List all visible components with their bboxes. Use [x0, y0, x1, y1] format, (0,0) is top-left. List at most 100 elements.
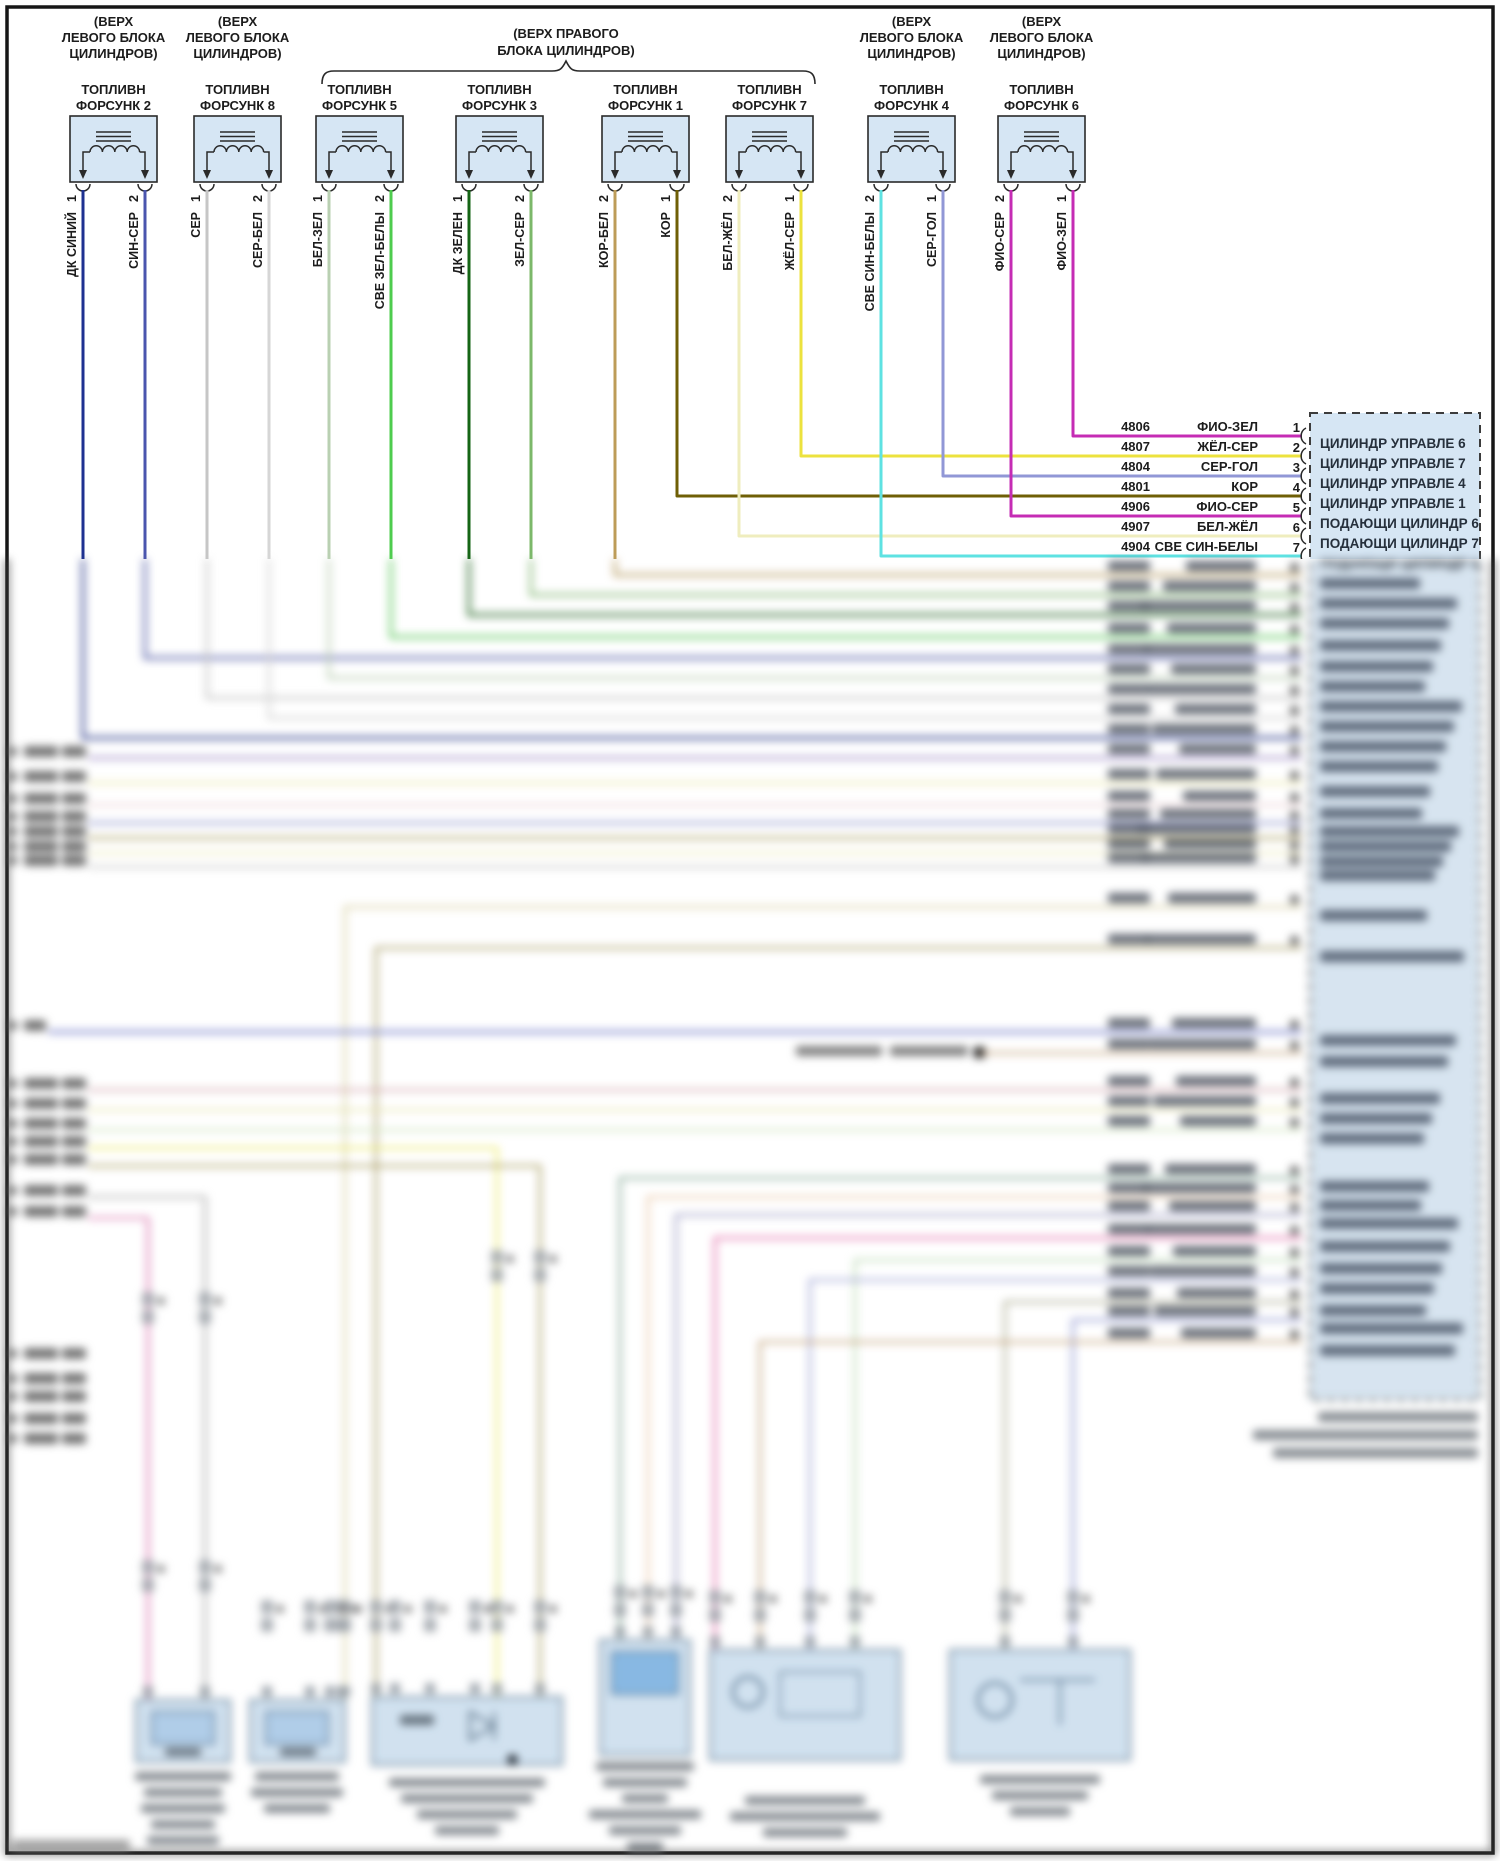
- inline-connector-icon: [261, 1618, 273, 1632]
- ecm-row-circuit: 4807: [1121, 439, 1150, 454]
- inline-connector-icon: [491, 1618, 503, 1632]
- blurred-text: [24, 1433, 58, 1444]
- ecm-row-pin-blur: [1290, 1268, 1299, 1277]
- ecm-row-function: ПОДАЮЩИ ЦИЛИНДР 6: [1320, 516, 1479, 531]
- ecm-row-color-blur: [1141, 853, 1256, 863]
- box-pin-blur: [710, 1636, 720, 1647]
- injector-title: ТОПЛИВН: [1009, 82, 1073, 97]
- inline-connector-icon: [534, 1250, 546, 1264]
- caption-line-blur: [401, 1794, 533, 1803]
- connector-pin-number-blur: [724, 1595, 732, 1603]
- coil-winding-icon: [335, 145, 387, 153]
- pin-number: 1: [1055, 195, 1069, 202]
- ecm-row-circuit-blur: [1108, 561, 1150, 571]
- inline-connector-icon: [199, 1578, 211, 1592]
- connector-pin-number-blur: [549, 1605, 557, 1613]
- wire-row: [343, 905, 1302, 1700]
- ecm-row-function-blur: [1320, 661, 1433, 672]
- ecm-row-function-blur: [1320, 1323, 1463, 1334]
- footer-text-blur: [12, 1840, 130, 1849]
- ecm-row-circuit-blur: [1108, 1266, 1150, 1276]
- wire-БЕЛ-ЖЁЛ: [737, 190, 1302, 538]
- wire-label: ФИО-ЗЕЛ: [1055, 212, 1069, 270]
- wire-ДК ЗЕЛЕН: [467, 559, 1302, 617]
- pin-socket-icon: [1300, 547, 1307, 559]
- ecm-row-circuit: 4806: [1121, 419, 1150, 434]
- ecm-row-pin-blur: [1290, 771, 1299, 780]
- pin-number: 1: [783, 195, 797, 202]
- ecm-row-function: ПОДАЮЩИ ЦИЛИНДР 7: [1320, 536, 1479, 551]
- ecm-caption-blur: [1273, 1448, 1478, 1458]
- row-number-blur: [10, 747, 17, 756]
- caption-line-blur: [144, 1788, 222, 1797]
- ecm-row-color-blur: [1167, 623, 1256, 633]
- pin-socket-icon: [1300, 467, 1307, 485]
- pin-lead: [738, 151, 746, 172]
- bank-note-line: (ВЕРХ: [218, 14, 258, 29]
- ecm-row-function-blur: [1320, 786, 1430, 797]
- ecm-row-circuit-blur: [1108, 704, 1150, 714]
- inline-connector-icon: [642, 1603, 654, 1617]
- blurred-text: [62, 771, 86, 782]
- ecm-row-circuit-blur: [1108, 809, 1150, 819]
- ecm-row-pin-blur: [1290, 1308, 1299, 1317]
- ecm-row-circuit-blur: [1108, 1096, 1150, 1106]
- injector-title: ТОПЛИВН: [81, 82, 145, 97]
- connector-pin-number-blur: [864, 1595, 872, 1603]
- ecm-row-pin-blur: [1290, 1203, 1299, 1212]
- ecm-row-pin-blur: [1290, 1041, 1299, 1050]
- blurred-text: [62, 1433, 86, 1444]
- ecm-row-pin-blur: [1290, 841, 1299, 850]
- wire-label: ДК СИНИЙ: [64, 212, 79, 277]
- ecm-row-circuit-blur: [1108, 1116, 1150, 1126]
- ecm-row-circuit-blur: [1108, 601, 1150, 611]
- ecm-row-pin-blur: [1290, 855, 1299, 864]
- ecm-row-color: БЕЛ-ЖЁЛ: [1197, 519, 1258, 534]
- ecm-row-function: ЦИЛИНДР УПРАВЛЕ 1: [1320, 496, 1466, 511]
- box-pin-blur: [492, 1683, 502, 1694]
- pin-arrow-icon: [939, 170, 947, 179]
- ecm-row-circuit-blur: [1108, 1039, 1150, 1049]
- pin-lead: [206, 151, 214, 172]
- ecm-row-function-blur: [1320, 856, 1443, 867]
- inline-connector-icon: [199, 1292, 211, 1306]
- ecm-row-circuit: 4804: [1121, 459, 1151, 474]
- ecm-caption-blur: [1253, 1430, 1478, 1440]
- component-box-a: [135, 1699, 231, 1763]
- connector-pin-number-blur: [769, 1595, 777, 1603]
- ecm-row-circuit-blur: [1108, 1076, 1150, 1086]
- caption-line-blur: [264, 1804, 330, 1813]
- inline-connector-icon: [670, 1585, 682, 1599]
- box-pin-blur: [143, 1686, 153, 1697]
- component-box-c-outline: [371, 1696, 563, 1766]
- blurred-text: [62, 1078, 86, 1089]
- inline-connector-icon: [614, 1585, 626, 1599]
- box-pin-blur: [755, 1636, 765, 1647]
- component-box-f-outline: [949, 1649, 1131, 1761]
- ground-dot: [508, 1755, 517, 1764]
- bank-note-line: ЛЕВОГО БЛОКА: [860, 30, 964, 45]
- blurred-text: [24, 855, 58, 866]
- connector-pin-number-blur: [657, 1590, 665, 1598]
- connector-pin-number-blur: [549, 1255, 557, 1263]
- inline-connector-icon: [849, 1590, 861, 1604]
- ecm-row-pin: 7: [1293, 540, 1300, 555]
- coil-winding-icon: [213, 145, 265, 153]
- box-pin-blur: [671, 1626, 681, 1637]
- bank-note-line: (ВЕРХ: [1022, 14, 1062, 29]
- injector-title: ФОРСУНК 2: [76, 98, 151, 113]
- diode-icon: [469, 1710, 496, 1742]
- ecm-block-outline: [1309, 412, 1481, 559]
- box-pin-blur: [340, 1686, 350, 1697]
- connector-pin-number-blur: [339, 1605, 347, 1613]
- inline-connector-icon: [389, 1618, 401, 1632]
- pin-socket-icon: [1300, 447, 1307, 465]
- ecm-row-function-blur: [1320, 1345, 1455, 1356]
- blurred-text: [62, 1185, 86, 1196]
